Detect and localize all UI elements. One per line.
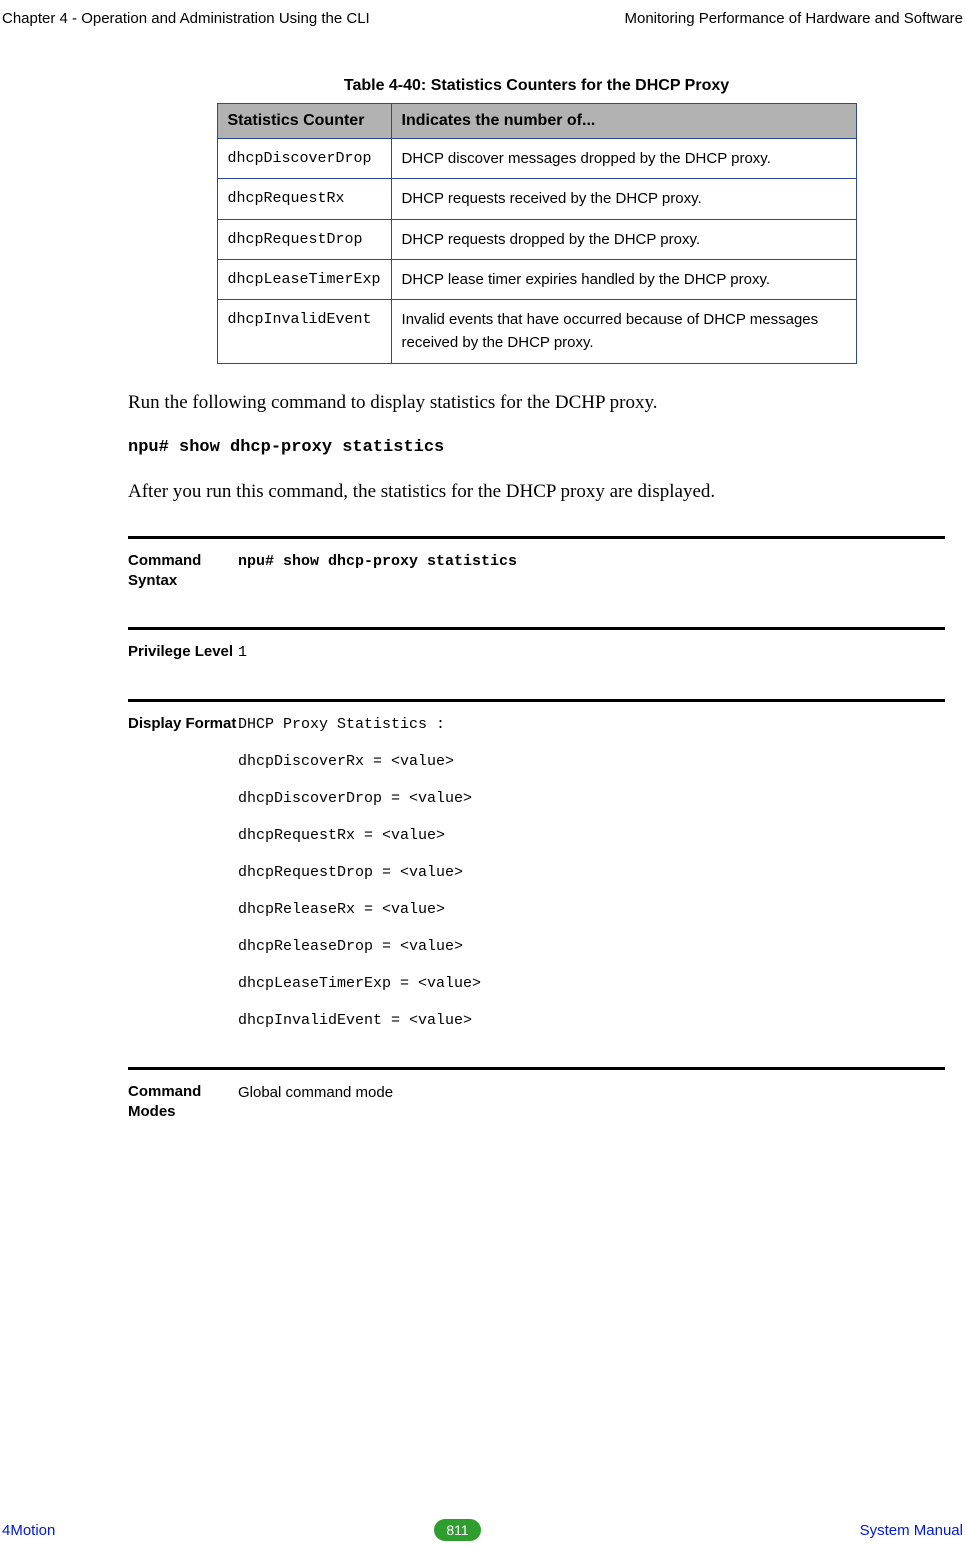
desc-cell: DHCP requests dropped by the DHCP proxy. <box>391 219 856 259</box>
page-header: Chapter 4 - Operation and Administration… <box>0 10 965 27</box>
df-line: DHCP Proxy Statistics : <box>238 714 481 735</box>
privilege-level-value: 1 <box>238 642 247 663</box>
command-syntax-value: npu# show dhcp-proxy statistics <box>238 551 517 572</box>
paragraph-after: After you run this command, the statisti… <box>128 479 945 506</box>
table-row: dhcpInvalidEvent Invalid events that hav… <box>217 300 856 364</box>
df-line: dhcpDiscoverDrop = <value> <box>238 788 481 809</box>
header-section: Monitoring Performance of Hardware and S… <box>625 10 964 27</box>
display-format-block: Display Format DHCP Proxy Statistics : d… <box>128 699 945 1039</box>
counter-cell: dhcpRequestRx <box>217 179 391 219</box>
command-modes-label: Command Modes <box>128 1082 238 1123</box>
table-row: dhcpLeaseTimerExp DHCP lease timer expir… <box>217 259 856 299</box>
footer-right: System Manual <box>860 1522 963 1539</box>
df-line: dhcpDiscoverRx = <value> <box>238 751 481 772</box>
counter-cell: dhcpRequestDrop <box>217 219 391 259</box>
page-content: Table 4-40: Statistics Counters for the … <box>0 77 965 1131</box>
command-sections: Command Syntax npu# show dhcp-proxy stat… <box>128 536 945 1131</box>
df-line: dhcpRequestDrop = <value> <box>238 862 481 883</box>
command-modes-value: Global command mode <box>238 1082 393 1103</box>
desc-cell: DHCP requests received by the DHCP proxy… <box>391 179 856 219</box>
dhcp-stats-table: Statistics Counter Indicates the number … <box>217 103 857 364</box>
privilege-level-label: Privilege Level <box>128 642 238 662</box>
desc-cell: Invalid events that have occurred becaus… <box>391 300 856 364</box>
command-example: npu# show dhcp-proxy statistics <box>128 438 945 457</box>
table-row: dhcpRequestRx DHCP requests received by … <box>217 179 856 219</box>
footer-left: 4Motion <box>2 1522 55 1539</box>
table-row: dhcpRequestDrop DHCP requests dropped by… <box>217 219 856 259</box>
paragraph-intro: Run the following command to display sta… <box>128 390 945 417</box>
command-syntax-block: Command Syntax npu# show dhcp-proxy stat… <box>128 536 945 600</box>
df-line: dhcpReleaseDrop = <value> <box>238 936 481 957</box>
table-header-row: Statistics Counter Indicates the number … <box>217 104 856 139</box>
df-line: dhcpReleaseRx = <value> <box>238 899 481 920</box>
display-format-label: Display Format <box>128 714 238 734</box>
df-line: dhcpInvalidEvent = <value> <box>238 1010 481 1031</box>
display-format-value: DHCP Proxy Statistics : dhcpDiscoverRx =… <box>238 714 481 1031</box>
table-caption: Table 4-40: Statistics Counters for the … <box>128 77 945 95</box>
page-footer: 4Motion 811 System Manual <box>0 1519 965 1541</box>
table-header-desc: Indicates the number of... <box>391 104 856 139</box>
table-row: dhcpDiscoverDrop DHCP discover messages … <box>217 139 856 179</box>
df-line: dhcpRequestRx = <value> <box>238 825 481 846</box>
command-syntax-label: Command Syntax <box>128 551 238 592</box>
page-number-badge: 811 <box>434 1519 480 1541</box>
desc-cell: DHCP discover messages dropped by the DH… <box>391 139 856 179</box>
counter-cell: dhcpDiscoverDrop <box>217 139 391 179</box>
counter-cell: dhcpLeaseTimerExp <box>217 259 391 299</box>
command-modes-block: Command Modes Global command mode <box>128 1067 945 1131</box>
header-chapter: Chapter 4 - Operation and Administration… <box>2 10 370 27</box>
table-header-counter: Statistics Counter <box>217 104 391 139</box>
privilege-level-block: Privilege Level 1 <box>128 627 945 671</box>
df-line: dhcpLeaseTimerExp = <value> <box>238 973 481 994</box>
desc-cell: DHCP lease timer expiries handled by the… <box>391 259 856 299</box>
counter-cell: dhcpInvalidEvent <box>217 300 391 364</box>
